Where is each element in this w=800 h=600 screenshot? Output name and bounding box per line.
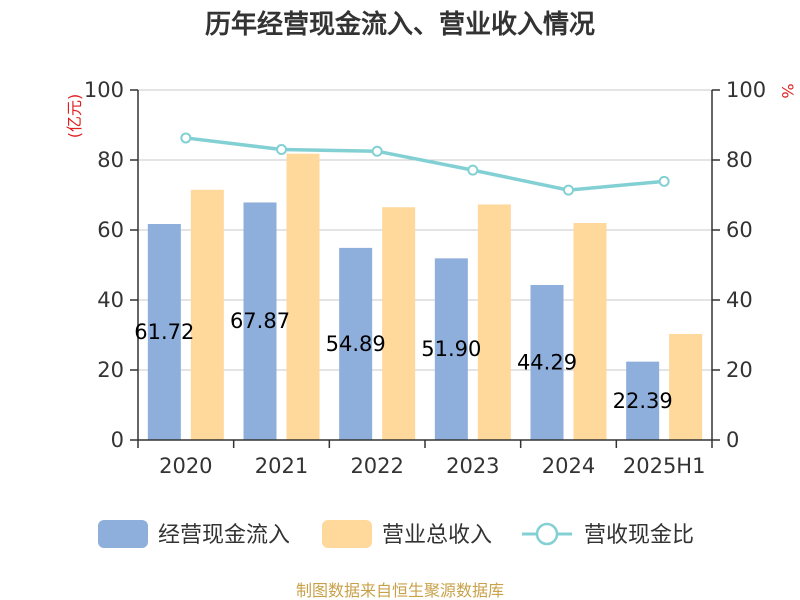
x-tick-label: 2024: [542, 454, 595, 478]
grid: [138, 89, 712, 371]
bar-marks: [147, 153, 703, 440]
right-tick-label: 60: [726, 218, 753, 242]
right-tick-label: 40: [726, 288, 753, 312]
right-tick-label: 0: [726, 428, 739, 452]
right-tick-label: 20: [726, 358, 753, 382]
bar-cash-inflow: [243, 202, 277, 440]
source-note: 制图数据来自恒生聚源数据库: [296, 581, 504, 600]
bar-cash-inflow: [530, 284, 564, 440]
left-tick-label: 40: [97, 288, 124, 312]
bar-revenue: [190, 189, 224, 440]
left-tick-label: 80: [97, 148, 124, 172]
line-point: [276, 144, 287, 155]
line-marks: [180, 132, 670, 196]
legend-swatch-revenue: [322, 520, 372, 548]
bar-cash-inflow: [626, 361, 660, 440]
bar-data-label: 61.72: [134, 320, 194, 344]
line-point: [467, 164, 479, 176]
bar-data-label: 67.87: [230, 309, 290, 333]
x-tick-label: 2020: [159, 454, 212, 478]
bar-revenue: [669, 333, 703, 440]
line-point: [180, 132, 192, 144]
legend-swatch-cash-inflow: [98, 520, 148, 548]
left-tick-label: 20: [97, 358, 124, 382]
legend-label-cash-ratio: 营收现金比: [584, 523, 694, 548]
axes: 0 20 40 60 80 100 0 20 40 60 80 100 2020 2021 2022 2023…: [84, 78, 766, 478]
x-tick-label: 2025H1: [623, 454, 706, 478]
left-tick-label: 0: [111, 428, 124, 452]
bar-data-label: 51.90: [421, 337, 481, 361]
bar-revenue: [477, 204, 511, 440]
bar-revenue: [286, 153, 320, 440]
left-axis-unit: (亿元): [65, 94, 84, 139]
legend-label-revenue: 营业总收入: [382, 523, 492, 548]
x-tick-label: 2021: [255, 454, 308, 478]
right-axis-unit: %: [778, 83, 797, 98]
legend: 经营现金流入 营业总收入 营收现金比: [98, 520, 694, 548]
bar-cash-inflow: [147, 223, 181, 440]
bar-revenue: [573, 223, 607, 440]
data-labels: 61.72 67.87 54.89 51.90 44.29 22.39: [134, 309, 672, 413]
legend-swatch-marker: [535, 522, 559, 546]
bar-data-label: 22.39: [613, 389, 673, 413]
legend-label-cash-inflow: 经营现金流入: [158, 523, 290, 548]
right-tick-label: 100: [726, 78, 766, 102]
bar-cash-inflow: [434, 258, 468, 440]
x-tick-label: 2022: [350, 454, 403, 478]
bar-cash-inflow: [339, 247, 373, 440]
line-point: [371, 145, 383, 157]
line-point: [658, 175, 670, 187]
right-tick-label: 80: [726, 148, 753, 172]
chart-title: 历年经营现金流入、营业收入情况: [205, 9, 595, 40]
x-tick-label: 2023: [446, 454, 499, 478]
left-tick-label: 60: [97, 218, 124, 242]
line-cash-ratio: [185, 136, 665, 192]
bar-data-label: 44.29: [517, 350, 577, 374]
bar-data-label: 54.89: [326, 332, 386, 356]
bar-revenue: [382, 207, 416, 440]
left-tick-label: 100: [84, 78, 124, 102]
line-point: [563, 184, 574, 196]
